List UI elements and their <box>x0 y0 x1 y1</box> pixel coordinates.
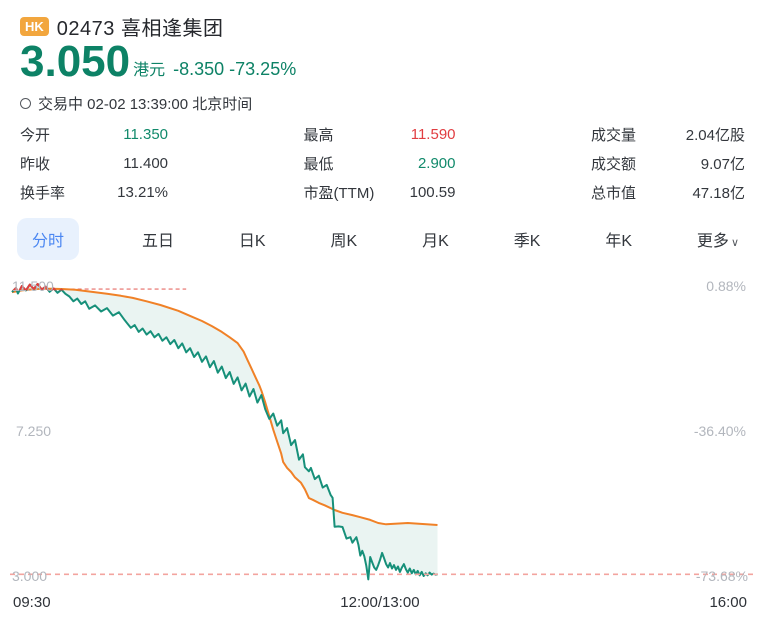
stat-value: 11.400 <box>123 155 168 172</box>
price-block: 3.050 港元 -8.350 -73.25% <box>20 40 296 84</box>
header: HK 02473 喜相逢集团 <box>20 12 223 41</box>
stat-label: 最高 <box>303 127 334 144</box>
stat-row: 最高 11.590 <box>304 120 456 149</box>
stat-row: 最低 2.900 <box>304 149 456 178</box>
stat-value: 9.07亿 <box>700 156 745 173</box>
stat-row: 换手率 13.21% <box>20 178 168 207</box>
stat-label: 最低 <box>303 156 334 173</box>
x-axis-label-open: 09:30 <box>13 594 51 611</box>
market-open-icon <box>20 98 31 109</box>
stat-label: 成交量 <box>591 127 637 144</box>
tab-minute[interactable]: 分时 <box>17 218 80 260</box>
y-axis-price-label-mid: 7.250 <box>16 423 52 439</box>
stats-column-2: 最高 11.590 最低 2.900 市盈(TTM) 100.59 <box>304 120 456 207</box>
x-axis-label-close: 16:00 <box>709 594 747 611</box>
stats-grid: 今开 11.350 昨收 11.400 换手率 13.21% 最高 11.590… <box>0 120 763 207</box>
tab-monthly[interactable]: 月K <box>422 233 449 250</box>
market-badge: HK <box>20 16 49 37</box>
stat-value: 2.04亿股 <box>685 127 745 144</box>
y-axis-pct-label-bottom: -73.68% <box>695 568 748 584</box>
stock-code-and-name: 02473 喜相逢集团 <box>56 18 224 40</box>
stat-row: 成交额 9.07亿 <box>591 149 745 178</box>
tab-yearly[interactable]: 年K <box>605 233 632 250</box>
chevron-down-icon: ∨ <box>730 237 739 249</box>
x-axis-label-noon: 12:00/13:00 <box>340 594 420 611</box>
intraday-chart[interactable]: 11.500 7.250 3.000 0.88% -36.40% -73.68%… <box>0 262 763 626</box>
y-axis-pct-label-mid: -36.40% <box>693 423 746 439</box>
y-axis-price-label-top: 11.500 <box>12 278 54 294</box>
stat-label: 市盈(TTM) <box>303 185 375 202</box>
stat-label: 昨收 <box>20 156 51 173</box>
stat-value: 11.350 <box>123 126 168 143</box>
currency-label: 港元 <box>133 62 166 79</box>
chart-period-tabs: 分时 五日 日K 周K 月K 季K 年K 更多 ∨ <box>0 218 763 260</box>
tab-more[interactable]: 更多 ∨ <box>695 218 741 260</box>
tab-more-label: 更多 <box>696 233 729 250</box>
stat-value: 13.21% <box>117 184 168 201</box>
stats-column-1: 今开 11.350 昨收 11.400 换手率 13.21% <box>20 120 168 207</box>
tab-daily[interactable]: 日K <box>238 233 266 250</box>
tab-5day[interactable]: 五日 <box>141 233 174 250</box>
trading-status-text: 交易中 02-02 13:39:00 北京时间 <box>38 96 253 113</box>
stat-row: 总市值 47.18亿 <box>591 178 745 207</box>
stat-label: 总市值 <box>591 185 637 202</box>
stat-value: 47.18亿 <box>692 185 745 202</box>
stat-row: 成交量 2.04亿股 <box>591 120 745 149</box>
tab-weekly[interactable]: 周K <box>330 233 358 250</box>
stat-label: 今开 <box>20 127 51 144</box>
stat-label: 成交额 <box>591 156 637 173</box>
price-change: -8.350 -73.25% <box>173 59 297 79</box>
stat-value: 100.59 <box>409 184 456 201</box>
stats-column-3: 成交量 2.04亿股 成交额 9.07亿 总市值 47.18亿 <box>591 120 745 207</box>
stat-row: 市盈(TTM) 100.59 <box>304 178 456 207</box>
stat-value: 2.900 <box>417 155 456 172</box>
y-axis-price-label-bottom: 3.000 <box>12 568 48 584</box>
tab-quarterly[interactable]: 季K <box>513 233 541 250</box>
chart-svg[interactable] <box>0 262 763 626</box>
stat-value: 11.590 <box>410 126 456 143</box>
current-price: 3.050 <box>20 37 131 86</box>
stat-label: 换手率 <box>20 185 66 202</box>
trading-status: 交易中 02-02 13:39:00 北京时间 <box>20 93 252 114</box>
y-axis-pct-label-top: 0.88% <box>706 278 746 294</box>
stat-row: 今开 11.350 <box>20 120 168 149</box>
stat-row: 昨收 11.400 <box>20 149 168 178</box>
